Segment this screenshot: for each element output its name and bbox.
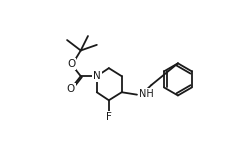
Text: F: F bbox=[106, 112, 112, 122]
Text: O: O bbox=[66, 84, 75, 94]
Text: N: N bbox=[93, 71, 101, 81]
Text: NH: NH bbox=[139, 89, 154, 99]
Text: O: O bbox=[67, 59, 75, 69]
